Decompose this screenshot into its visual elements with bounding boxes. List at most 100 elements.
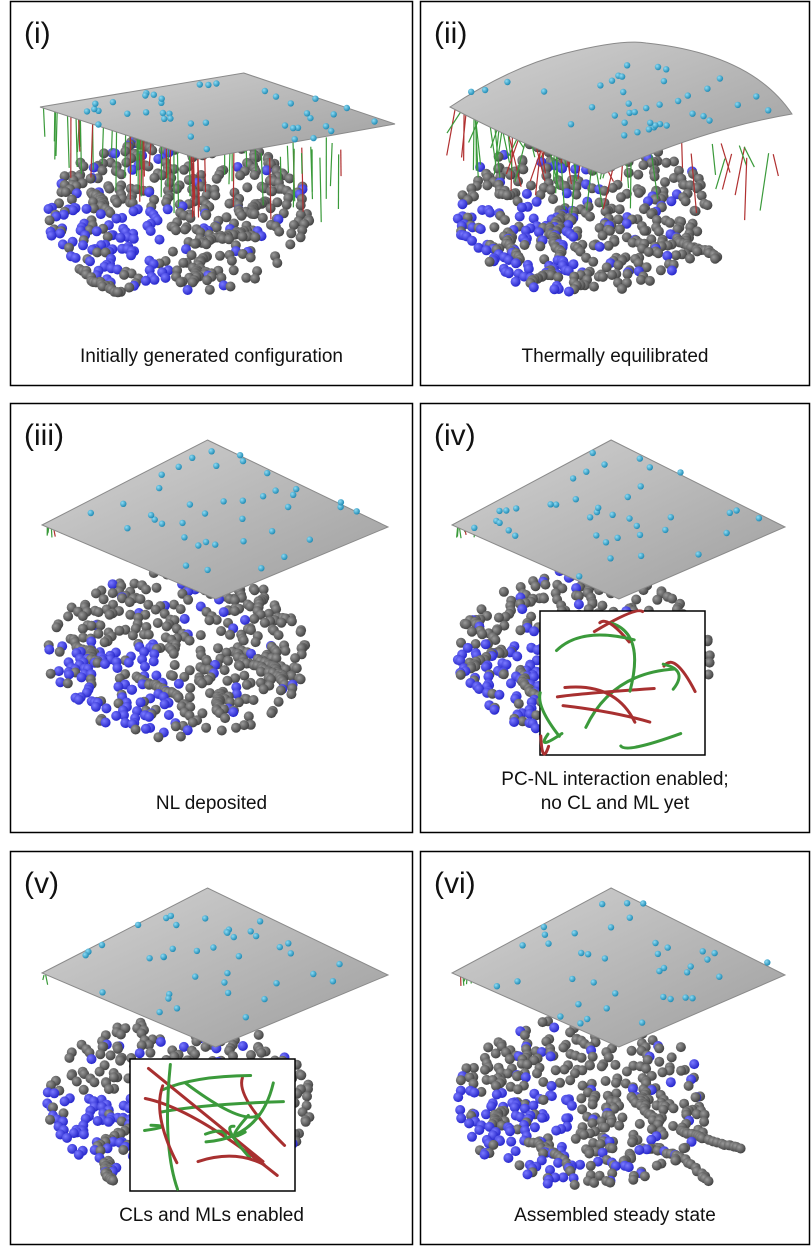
surface-bead <box>148 512 154 518</box>
gray-bead <box>290 653 300 663</box>
blue-bead <box>549 1023 559 1033</box>
surface-bead <box>727 510 733 516</box>
surface-bead <box>647 464 653 470</box>
blue-bead <box>485 208 495 218</box>
surface-bead <box>188 133 194 139</box>
panel: (iii)NL deposited <box>11 404 413 833</box>
surface-bead <box>624 62 630 68</box>
gray-bead <box>52 622 62 632</box>
gray-bead <box>112 198 122 208</box>
gray-bead <box>79 161 89 171</box>
blue-bead <box>595 242 605 252</box>
surface-bead <box>273 93 279 99</box>
gray-bead <box>185 683 195 693</box>
panel: (i)Initially generated configuration <box>11 2 413 386</box>
blue-bead <box>481 639 491 649</box>
blue-bead <box>529 282 539 292</box>
blue-bead <box>564 287 574 297</box>
gray-bead <box>108 588 118 598</box>
blue-bead <box>55 229 65 239</box>
gray-bead <box>276 685 286 695</box>
surface-bead <box>643 105 649 111</box>
blue-bead <box>71 253 81 263</box>
gray-bead <box>204 615 214 625</box>
gray-bead <box>598 272 608 282</box>
gray-bead <box>259 684 269 694</box>
blue-bead <box>624 1162 634 1172</box>
surface-bead <box>120 501 126 507</box>
surface-bead <box>591 979 597 985</box>
gray-bead <box>702 200 712 210</box>
gray-bead <box>540 580 550 590</box>
gray-bead <box>250 274 260 284</box>
surface-bead <box>677 469 683 475</box>
surface-bead <box>310 135 316 141</box>
surface-bead <box>272 487 278 493</box>
gray-bead <box>254 1030 264 1040</box>
surface-bead <box>354 508 360 514</box>
surface-bead <box>706 117 712 123</box>
surface-bead <box>285 504 291 510</box>
gray-bead <box>600 1123 610 1133</box>
blue-bead <box>136 697 146 707</box>
gray-bead <box>72 1077 82 1087</box>
surface-bead <box>609 512 615 518</box>
gray-bead <box>584 1149 594 1159</box>
surface-bead <box>637 532 643 538</box>
blue-bead <box>60 1096 70 1106</box>
gray-bead <box>190 239 200 249</box>
surface-bead <box>637 455 643 461</box>
gray-bead <box>149 173 159 183</box>
surface-bead <box>647 120 653 126</box>
filament <box>473 115 474 170</box>
surface-bead <box>753 93 759 99</box>
gray-bead <box>170 660 180 670</box>
gray-bead <box>226 282 236 292</box>
blue-bead <box>82 204 92 214</box>
panel: (iv)PC-NL interaction enabled;no CL and … <box>421 404 810 833</box>
gray-bead <box>106 1050 116 1060</box>
blue-bead <box>481 1109 491 1119</box>
gray-bead <box>176 604 186 614</box>
gray-bead <box>246 253 256 263</box>
gray-bead <box>183 595 193 605</box>
blue-bead <box>532 197 542 207</box>
gray-bead <box>244 711 254 721</box>
surface-bead <box>240 458 246 464</box>
panel-label: (vi) <box>434 867 476 900</box>
gray-bead <box>238 232 248 242</box>
surface-bead <box>179 520 185 526</box>
surface-bead <box>542 932 548 938</box>
surface-bead <box>243 1014 249 1020</box>
blue-bead <box>100 659 110 669</box>
gray-bead <box>169 649 179 659</box>
blue-bead <box>464 1118 474 1128</box>
filament <box>125 135 126 178</box>
gray-bead <box>500 215 510 225</box>
surface-bead <box>210 944 216 950</box>
blue-bead <box>523 1169 533 1179</box>
gray-bead <box>104 1084 114 1094</box>
gray-bead <box>99 148 109 158</box>
surface-bead <box>99 942 105 948</box>
blue-bead <box>480 1150 490 1160</box>
gray-bead <box>153 732 163 742</box>
gray-bead <box>684 1081 694 1091</box>
gray-bead <box>108 1176 118 1186</box>
blue-bead <box>111 711 121 721</box>
surface-bead <box>165 995 171 1001</box>
gray-bead <box>691 1092 701 1102</box>
surface-bead <box>576 573 582 579</box>
surface-bead <box>662 527 668 533</box>
surface-bead <box>124 111 130 117</box>
surface-bead <box>213 80 219 86</box>
surface-bead <box>764 959 770 965</box>
gray-bead <box>201 239 211 249</box>
gray-bead <box>532 1068 542 1078</box>
gray-bead <box>640 1171 650 1181</box>
gray-bead <box>502 190 512 200</box>
gray-bead <box>736 1144 746 1154</box>
gray-bead <box>95 1067 105 1077</box>
gray-bead <box>597 1061 607 1071</box>
gray-bead <box>231 723 241 733</box>
